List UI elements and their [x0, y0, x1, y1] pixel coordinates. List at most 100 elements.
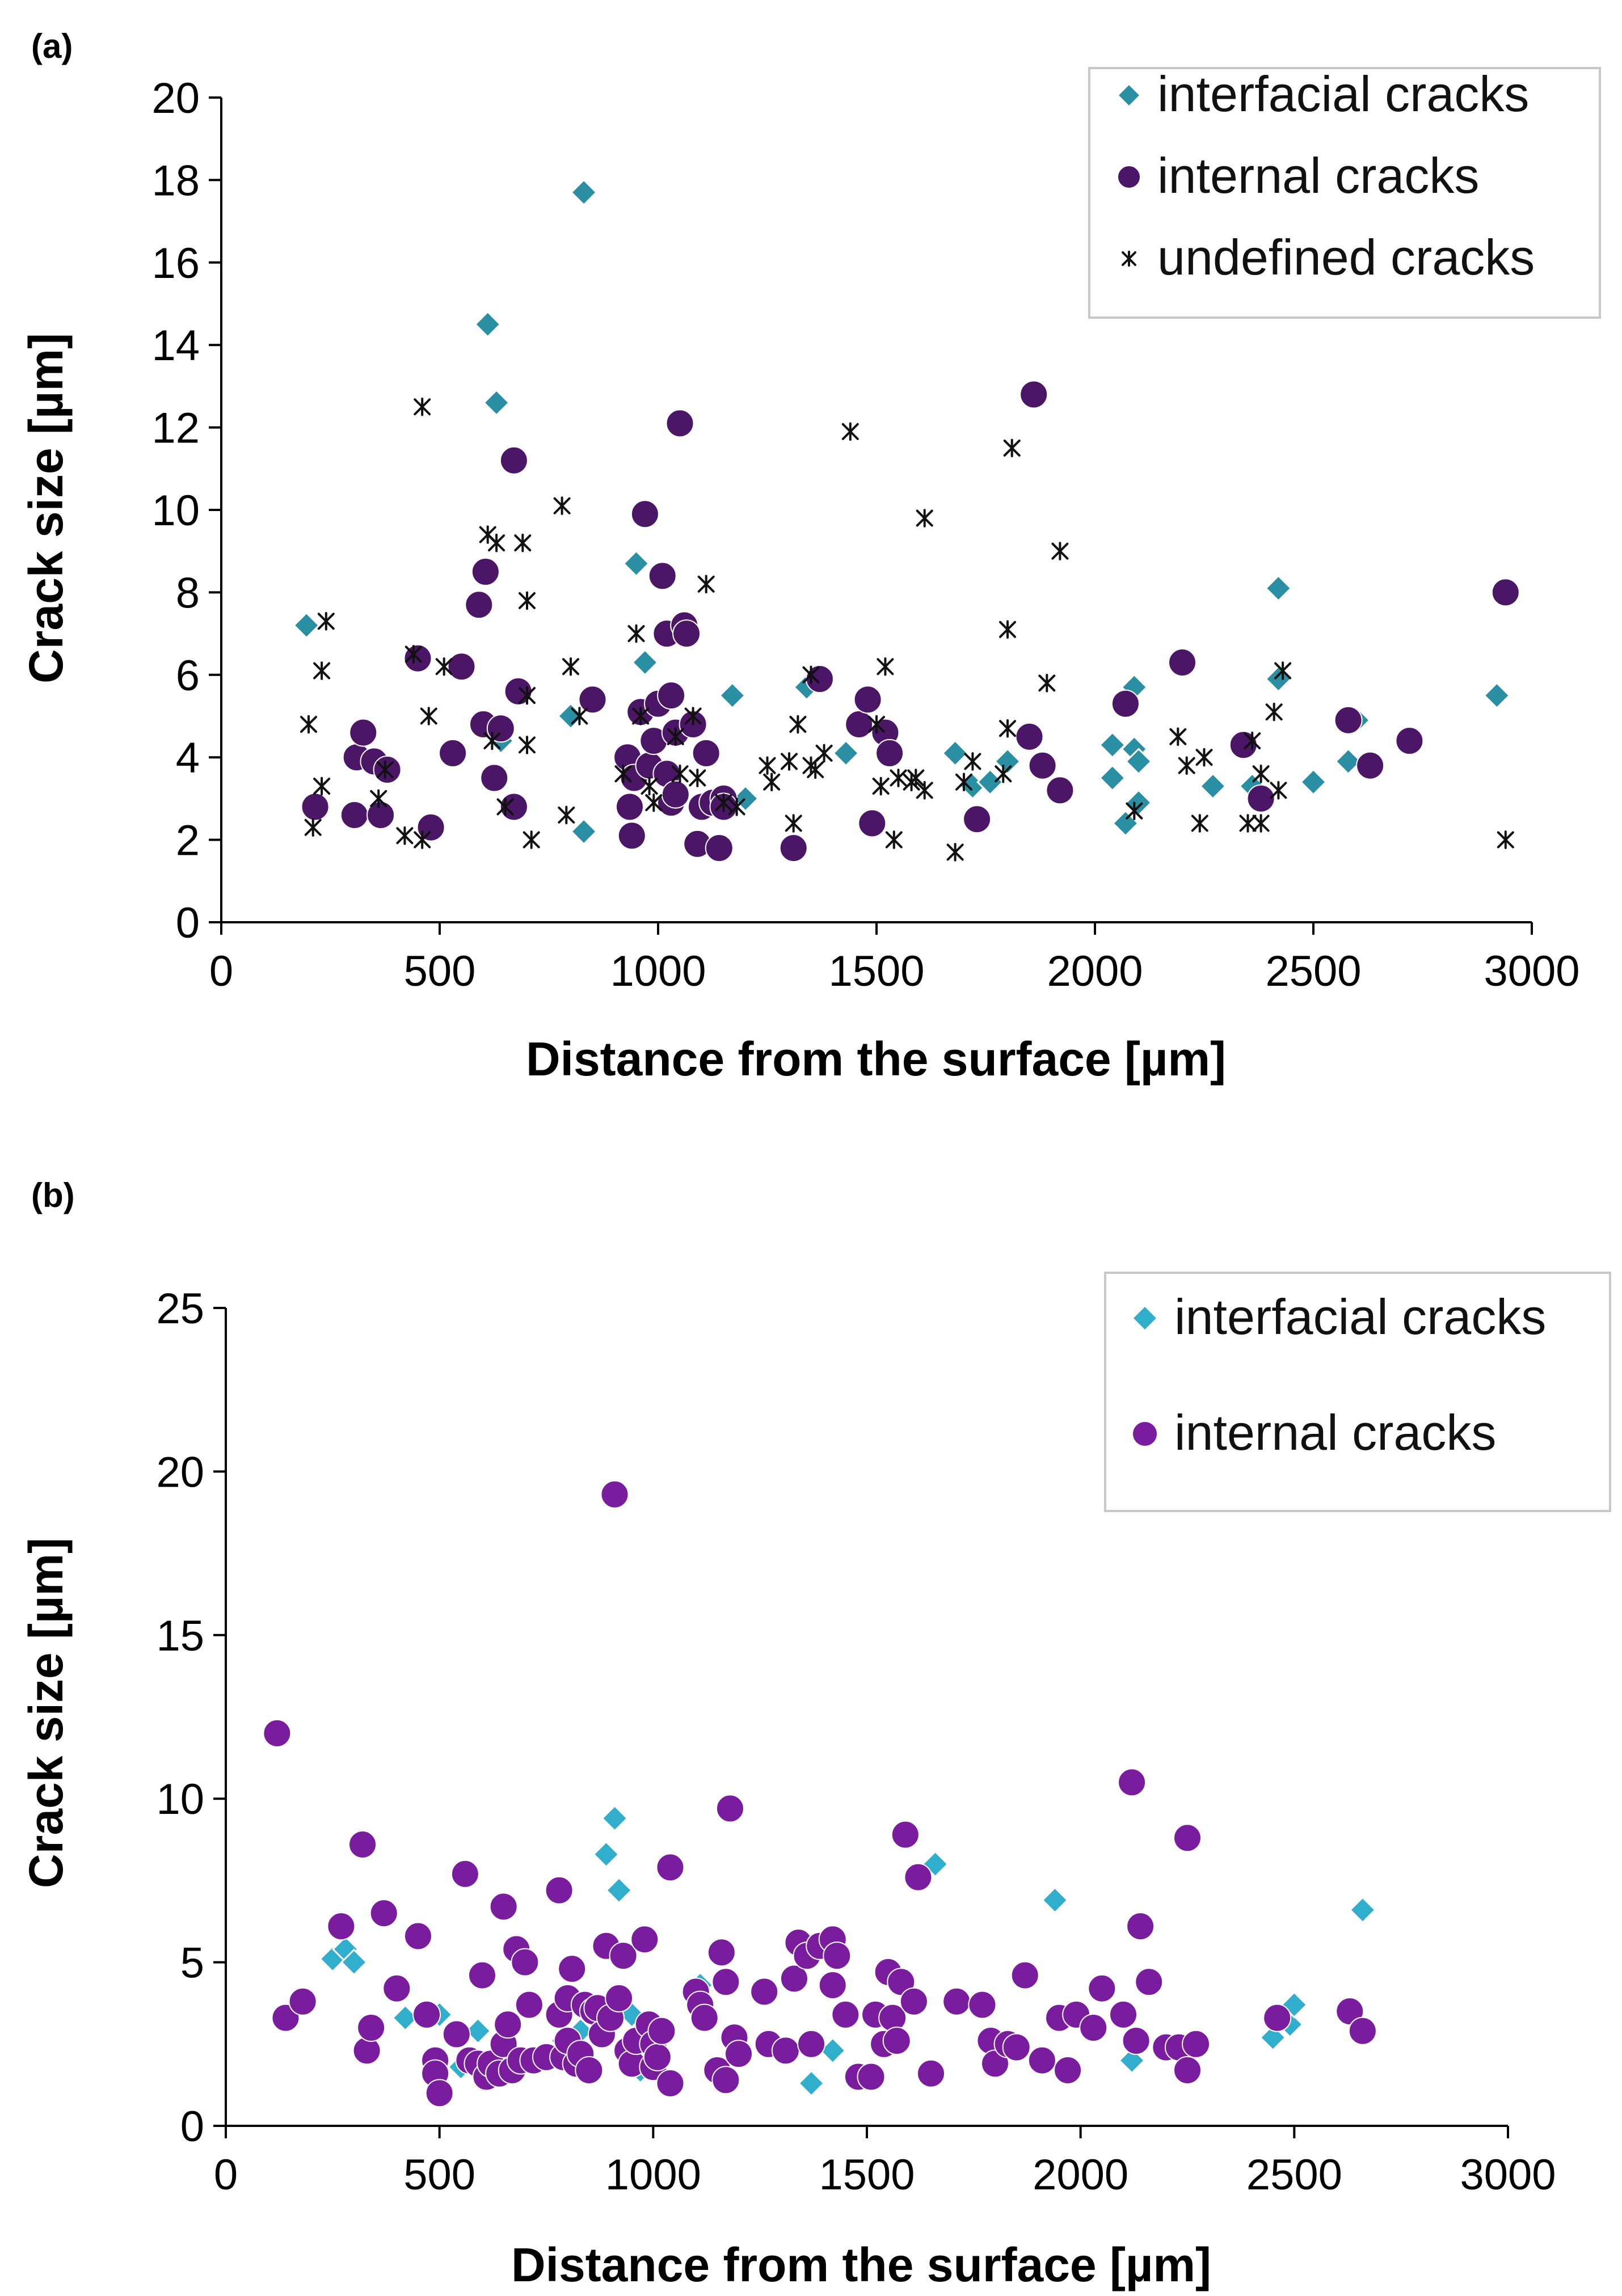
- panel-b-data-point: [656, 2069, 685, 2098]
- panel-b-y-axis-title: Crack size [µm]: [19, 1538, 73, 1888]
- panel-a-data-point: [1178, 756, 1195, 775]
- panel-a-data-point: [523, 830, 540, 849]
- panel-a-data-point: [789, 715, 807, 734]
- panel-b-y-tick-label: 0: [180, 2103, 204, 2151]
- panel-a-data-point: [1356, 751, 1385, 780]
- panel-b-legend-label: internal cracks: [1174, 1404, 1496, 1461]
- panel-a-legend-marker: [1116, 82, 1142, 108]
- panel-a-data-point: [1491, 578, 1520, 607]
- panel-a-data-point: [1098, 731, 1126, 759]
- panel-a-data-point: [689, 769, 706, 787]
- panel-b-series-internal-cracks: [263, 1480, 1377, 2108]
- panel-b-data-point: [327, 1912, 356, 1941]
- panel-a-y-axis-title: Crack size [µm]: [19, 333, 73, 683]
- panel-b-data-point: [412, 2000, 441, 2029]
- panel-a-data-point: [519, 591, 536, 610]
- panel-a-data-point: [665, 409, 694, 438]
- panel-a-data-point: [832, 739, 860, 767]
- panel-a-data-point: [781, 752, 798, 771]
- panel-a-data-point: [999, 620, 1016, 639]
- panel-b-data-point: [707, 1938, 736, 1967]
- panel-a-data-point: [815, 744, 833, 763]
- panel-a-y-tick-label: 0: [176, 899, 200, 947]
- panel-a-data-point: [376, 760, 394, 779]
- panel-a-data-point: [420, 707, 437, 725]
- panel-a-data-point: [483, 731, 501, 750]
- panel-a-data-point: [571, 707, 588, 725]
- panel-a-data-point: [885, 830, 903, 849]
- panel-a-legend-label: undefined cracks: [1157, 229, 1535, 285]
- panel-a-data-point: [1252, 764, 1270, 783]
- panel-a-data-point: [1270, 781, 1287, 800]
- panel-a-data-point: [1239, 814, 1257, 833]
- panel-b-data-point: [968, 1990, 997, 2019]
- panel-b-data-point: [1349, 1896, 1376, 1924]
- panel-b-data-point: [605, 1876, 633, 1904]
- panel-a-data-point: [1126, 801, 1143, 821]
- panel-b-data-point: [750, 1977, 779, 2006]
- panel-a-data-point: [641, 776, 658, 796]
- panel-a-data-point: [841, 422, 859, 441]
- panel-a-data-point: [995, 764, 1012, 783]
- panel-a-data-point: [785, 814, 802, 833]
- panel-b-data-point: [1173, 1824, 1202, 1852]
- panel-a-data-point: [300, 715, 317, 734]
- panel-a-data-point: [1252, 814, 1270, 833]
- panel-a-legend: interfacial cracks internal cracks undefin…: [1088, 66, 1601, 319]
- panel-a-data-point: [474, 310, 502, 338]
- panel-b-data-point: [882, 2027, 911, 2056]
- panel-b-data-point: [442, 2020, 471, 2049]
- panel-b-data-point: [1173, 2056, 1202, 2084]
- panel-a-x-axis-title: Distance from the surface [µm]: [526, 1032, 1226, 1086]
- panel-b-data-point: [340, 1948, 368, 1976]
- panel-a-data-point: [759, 756, 776, 775]
- panel-a-data-point: [614, 764, 632, 783]
- panel-b-data-point: [545, 1876, 574, 1905]
- panel-a-data-point: [488, 533, 505, 552]
- panel-b-y-tick-label: 25: [156, 1285, 204, 1333]
- panel-a-data-point: [349, 718, 378, 747]
- panel-a-data-point: [1395, 727, 1424, 756]
- panel-a-data-point: [313, 776, 331, 796]
- panel-b-data-point: [891, 1820, 920, 1849]
- panel-a-y-tick-label: 4: [176, 734, 200, 782]
- panel-a-data-point: [570, 817, 598, 846]
- panel-b-data-point: [348, 1830, 377, 1859]
- panel-a-data-point: [692, 738, 721, 767]
- panel-a-data-point: [558, 805, 575, 825]
- panel-b-data-point: [711, 1968, 740, 1997]
- panel-a-data-point: [499, 446, 528, 475]
- panel-b-data-point: [382, 1974, 411, 2003]
- panel-b-x-tick-label: 500: [403, 2151, 475, 2199]
- panel-a-data-point: [1169, 727, 1187, 746]
- panel-a-data-point: [447, 652, 476, 681]
- panel-a-data-point: [519, 736, 536, 754]
- panel-a-x-tick-label: 500: [404, 947, 476, 995]
- panel-a-data-point: [414, 397, 431, 416]
- panel-a-data-point: [396, 826, 414, 845]
- panel-a-data-point: [963, 805, 992, 834]
- panel-a-data-point: [631, 648, 659, 677]
- panel-a-data-point: [853, 685, 882, 714]
- panel-a-data-point: [964, 752, 981, 771]
- panel-a-data-point: [1246, 784, 1275, 813]
- panel-b-data-point: [1088, 1974, 1117, 2003]
- panel-a-data-point: [1015, 722, 1044, 751]
- panel-b-x-tick-label: 3000: [1460, 2151, 1556, 2199]
- panel-a-data-point: [728, 797, 745, 816]
- panel-a-y-tick-label: 16: [151, 239, 200, 288]
- panel-a-data-point: [632, 707, 650, 725]
- panel-a-data-point: [1098, 764, 1126, 792]
- panel-a-x-tick-label: 1000: [610, 947, 706, 995]
- panel-a-data-point: [645, 793, 663, 812]
- panel-a-data-point: [570, 179, 598, 206]
- panel-a-data-point: [890, 769, 907, 787]
- panel-a-data-point: [471, 558, 500, 586]
- panel-b-data-point: [917, 2059, 945, 2088]
- panel-b-data-point: [1118, 1768, 1147, 1797]
- panel-b-legend-marker: [1132, 1421, 1158, 1447]
- panel-b-data-point: [1348, 2016, 1377, 2045]
- panel-a-data-point: [630, 500, 659, 529]
- panel-b-data-point: [600, 1480, 629, 1509]
- panel-b-data-point: [404, 1922, 432, 1951]
